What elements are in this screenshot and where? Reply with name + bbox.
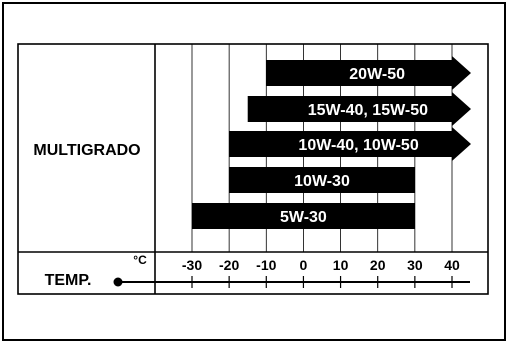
grade-bar bbox=[266, 56, 471, 90]
grade-bar bbox=[229, 167, 415, 193]
grade-bar-label: 10W-40, 10W-50 bbox=[298, 137, 418, 154]
axis-tick-label: 30 bbox=[407, 257, 423, 273]
bars-layer: 20W-50 15W-40, 15W-50 10W-40, 10W-50 10W-30… bbox=[192, 56, 471, 229]
axis-tick-label: -10 bbox=[256, 257, 276, 273]
grade-bar-label: 15W-40, 15W-50 bbox=[308, 102, 428, 119]
grade-bar-label: 20W-50 bbox=[349, 66, 405, 83]
grade-bar-label: 5W-30 bbox=[280, 209, 327, 226]
axis-tick-label: -20 bbox=[219, 257, 239, 273]
axis-tick-label: 40 bbox=[444, 257, 460, 273]
axis-tick-label: 0 bbox=[300, 257, 308, 273]
grade-bar bbox=[247, 92, 471, 126]
grade-bar bbox=[229, 127, 471, 161]
celsius-unit-label: °C bbox=[133, 253, 147, 267]
axis-tick-label: -30 bbox=[182, 257, 202, 273]
axis-tick-label: 10 bbox=[333, 257, 349, 273]
temp-label: TEMP. bbox=[45, 272, 92, 289]
multigrado-label: MULTIGRADO bbox=[33, 142, 140, 159]
grade-bar bbox=[192, 203, 415, 229]
axis-tick-label: 20 bbox=[370, 257, 386, 273]
table-frame bbox=[17, 43, 489, 295]
grade-bar-label: 10W-30 bbox=[294, 173, 350, 190]
